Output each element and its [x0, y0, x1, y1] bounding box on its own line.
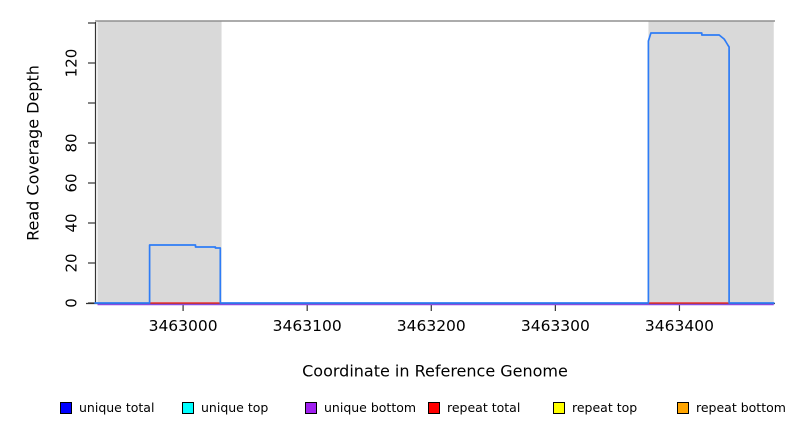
legend-item-repeat-total: repeat total [428, 398, 520, 418]
repeat-region-rect [97, 21, 222, 303]
coverage-line-unique-total [94, 32, 775, 304]
legend-label: repeat total [447, 400, 521, 415]
legend-swatch-unique-bottom [305, 402, 317, 414]
legend-item-repeat-bottom: repeat bottom [677, 398, 786, 418]
x-tick-label: 3463400 [645, 317, 714, 335]
legend-item-unique-bottom: unique bottom [305, 398, 416, 418]
legend-swatch-unique-top [182, 402, 194, 414]
repeat-region-rect [648, 21, 774, 303]
y-tick-label: 40 [63, 213, 81, 232]
x-tick-label: 3463300 [521, 317, 590, 335]
legend-label: unique bottom [324, 400, 417, 415]
legend-swatch-repeat-bottom [677, 402, 689, 414]
legend-label: unique total [79, 400, 155, 415]
y-tick-label: 60 [63, 173, 81, 192]
y-axis-title: Read Coverage Depth [23, 65, 43, 241]
x-axis-title: Coordinate in Reference Genome [302, 361, 568, 381]
legend-swatch-repeat-top [553, 402, 565, 414]
y-tick-label: 0 [63, 298, 81, 308]
legend-item-repeat-top: repeat top [553, 398, 637, 418]
y-tick-label: 80 [63, 133, 81, 152]
legend-item-unique-total: unique total [60, 398, 154, 418]
y-tick-label: 20 [63, 253, 81, 272]
legend-label: repeat top [572, 400, 638, 415]
legend-label: unique top [201, 400, 269, 415]
legend-label: repeat bottom [696, 400, 786, 415]
legend-swatch-repeat-total [428, 402, 440, 414]
x-tick-label: 3463100 [273, 317, 342, 335]
legend-item-unique-top: unique top [182, 398, 268, 418]
chart-legend: unique total unique top unique bottom repea… [0, 398, 792, 420]
x-tick-label: 3463000 [149, 317, 218, 335]
legend-swatch-unique-total [60, 402, 72, 414]
x-tick-label: 3463200 [397, 317, 466, 335]
y-tick-label: 120 [63, 49, 81, 78]
